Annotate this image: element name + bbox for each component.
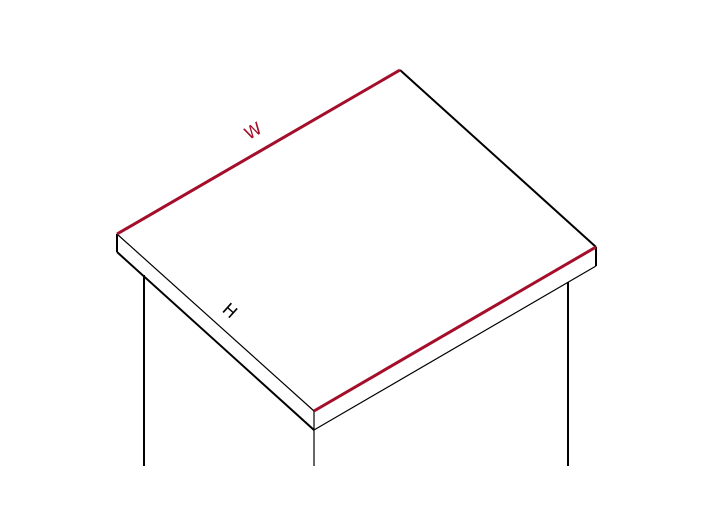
height-label: H bbox=[218, 300, 241, 323]
left-front-top-edge bbox=[116, 233, 315, 412]
width-edge-front bbox=[313, 245, 597, 413]
width-edge-back bbox=[116, 68, 401, 236]
right-front-bottom-edge bbox=[313, 265, 597, 431]
back-right-edge bbox=[399, 69, 597, 248]
width-label: W bbox=[241, 119, 266, 145]
left-front-bottom-edge bbox=[116, 251, 315, 431]
